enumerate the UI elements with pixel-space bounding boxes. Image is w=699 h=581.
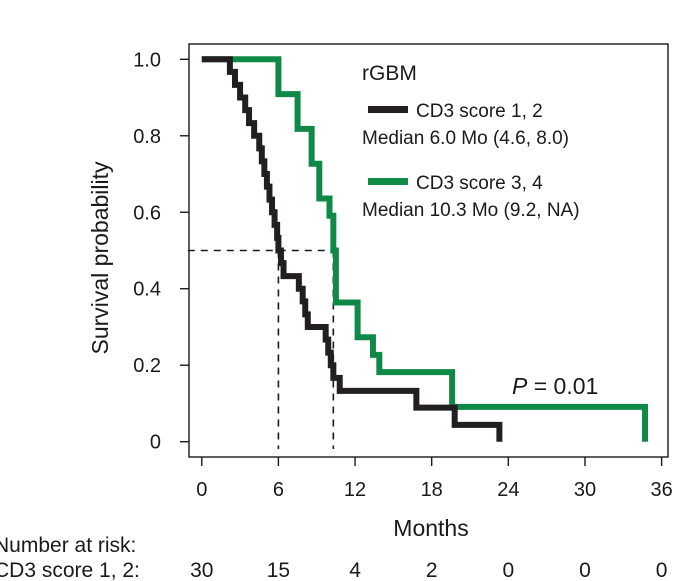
curve-cd3-score-3-4 (201, 56, 649, 442)
legend-median-cd3-1-2: Median 6.0 Mo (4.6, 8.0) (362, 128, 569, 149)
curve-cd3-score-1-2 (201, 56, 503, 442)
legend-title: rGBM (362, 62, 417, 85)
x-tick-label: 12 (344, 479, 366, 501)
p-value: = 0.01 (527, 373, 598, 399)
risk-table-title: Number at risk: (0, 534, 136, 557)
p-value-annotation: P = 0.01 (512, 373, 598, 399)
x-tick-label: 6 (273, 479, 284, 501)
x-tick-label: 30 (574, 479, 596, 501)
risk-value: 15 (267, 559, 290, 581)
x-axis-title: Months (393, 515, 468, 541)
risk-value: 2 (426, 559, 438, 581)
x-tick-label: 36 (650, 479, 672, 501)
y-axis: 1.0 0.8 0.6 0.4 0.2 0 (133, 49, 189, 454)
legend-label-cd3-1-2: CD3 score 1, 2 (416, 101, 543, 122)
legend-swatch-cd3-3-4 (368, 178, 408, 185)
x-tick-label: 24 (497, 479, 519, 501)
risk-value: 0 (656, 559, 668, 581)
y-tick-label: 1.0 (133, 49, 161, 71)
x-tick-label: 18 (421, 479, 443, 501)
risk-row-values: 30 15 4 2 0 0 0 (190, 559, 667, 581)
legend-label-cd3-3-4: CD3 score 3, 4 (416, 173, 543, 194)
y-tick-label: 0.2 (133, 355, 161, 377)
risk-value: 4 (349, 559, 361, 581)
survival-curves (201, 56, 649, 442)
risk-value: 0 (502, 559, 514, 581)
legend-swatch-cd3-1-2 (368, 106, 408, 113)
x-tick-label: 0 (196, 479, 207, 501)
y-tick-label: 0.4 (133, 279, 161, 301)
y-tick-label: 0.6 (133, 202, 161, 224)
median-reference-lines (187, 249, 335, 449)
y-axis-title: Survival probability (87, 161, 113, 355)
legend-median-cd3-3-4: Median 10.3 Mo (9.2, NA) (362, 200, 580, 221)
risk-row-label: CD3 score 1, 2: (0, 559, 140, 581)
p-symbol: P (512, 373, 528, 399)
x-axis: 0 6 12 18 24 30 36 (196, 457, 673, 501)
y-tick-label: 0.8 (133, 126, 161, 148)
risk-value: 30 (190, 559, 213, 581)
y-tick-label: 0 (150, 432, 161, 454)
risk-value: 0 (579, 559, 591, 581)
